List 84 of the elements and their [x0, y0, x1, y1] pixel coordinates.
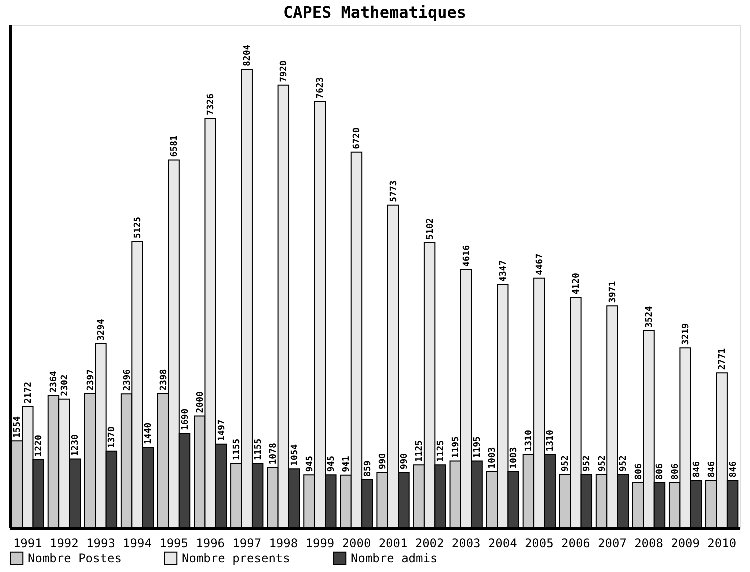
data-label: 2398 — [159, 369, 170, 391]
data-label: 1554 — [13, 416, 24, 438]
data-label: 2302 — [60, 374, 70, 396]
data-label: 7920 — [280, 60, 290, 82]
data-label: 806 — [670, 464, 681, 480]
data-label: 4616 — [462, 245, 472, 268]
data-label: 945 — [326, 456, 337, 472]
data-label: 2396 — [122, 369, 133, 392]
data-label: 7623 — [316, 77, 326, 99]
data-label: 4347 — [498, 260, 509, 282]
data-label: 7326 — [206, 94, 217, 116]
data-label: 1078 — [268, 443, 279, 465]
x-tick-label: 2003 — [452, 536, 481, 550]
x-tick-label: 2000 — [342, 536, 372, 550]
data-label: 1155 — [232, 438, 242, 460]
data-label: 1440 — [144, 422, 154, 445]
x-tick-label: 2009 — [671, 536, 700, 550]
data-label: 2172 — [24, 382, 34, 404]
x-tick-label: 1995 — [160, 536, 188, 550]
data-label: 846 — [728, 461, 739, 478]
data-label: 5102 — [426, 218, 436, 240]
x-tick-label: 1991 — [13, 536, 42, 550]
data-label: 846 — [692, 461, 702, 478]
data-label: 6581 — [170, 136, 180, 158]
data-label: 4467 — [535, 254, 546, 276]
data-label: 1195 — [473, 436, 484, 458]
data-label: 3524 — [645, 306, 656, 328]
data-label: 5773 — [389, 180, 400, 202]
data-label: 1690 — [180, 408, 191, 431]
data-label: 1054 — [290, 444, 300, 466]
data-label: 990 — [378, 453, 389, 470]
data-label: 1125 — [415, 440, 426, 462]
data-label: 2364 — [50, 370, 60, 393]
data-label: 952 — [619, 456, 630, 472]
data-label: 1195 — [452, 436, 462, 458]
data-label: 990 — [400, 453, 410, 470]
data-label: 859 — [363, 460, 374, 477]
x-tick-label: 2002 — [415, 536, 444, 550]
data-label: 806 — [656, 464, 666, 480]
data-label: 5125 — [134, 216, 144, 239]
data-label: 2000 — [196, 392, 206, 414]
data-label: 1155 — [254, 438, 264, 460]
x-tick-label: 2010 — [708, 536, 737, 550]
data-label: 3294 — [96, 318, 107, 341]
data-label: 945 — [305, 456, 316, 472]
x-tick-label: 2006 — [562, 536, 590, 550]
legend-label: Nombre presents — [182, 551, 290, 566]
data-label: 1497 — [217, 420, 228, 442]
data-label: 1230 — [71, 434, 82, 456]
data-label: 1220 — [34, 435, 45, 457]
x-tick-label: 2008 — [634, 536, 664, 550]
data-label: 952 — [582, 456, 593, 472]
x-tick-label: 1998 — [269, 536, 298, 550]
data-label: 4120 — [572, 273, 582, 295]
data-label: 2397 — [86, 369, 96, 392]
legend-label: Nombre Postes — [28, 551, 122, 566]
x-tick-label: 1996 — [196, 536, 226, 550]
x-tick-label: 1992 — [50, 536, 79, 550]
data-label: 2771 — [718, 348, 728, 370]
x-tick-label: 2007 — [598, 536, 627, 550]
data-label: 6720 — [352, 128, 363, 150]
data-label: 952 — [598, 456, 608, 472]
x-tick-label: 2005 — [524, 536, 554, 550]
data-label: 1370 — [108, 426, 118, 448]
data-label: 3219 — [682, 323, 692, 346]
data-label: 806 — [634, 464, 644, 480]
legend-label: Nombre admis — [351, 551, 438, 566]
data-label: 1125 — [436, 440, 447, 462]
data-label: 1003 — [488, 447, 498, 469]
data-label: 1003 — [510, 447, 520, 469]
data-label: 846 — [707, 461, 718, 478]
x-tick-label: 1994 — [123, 536, 152, 550]
data-label: 3971 — [608, 281, 618, 304]
x-tick-label: 2004 — [488, 536, 518, 550]
data-label: 1310 — [524, 430, 535, 452]
data-label: 941 — [342, 456, 352, 472]
chart-title: CAPES Mathematiques — [283, 3, 467, 22]
x-tick-label: 2001 — [378, 536, 408, 550]
data-label: 8204 — [243, 44, 254, 66]
data-label: 952 — [561, 456, 572, 472]
x-tick-label: 1999 — [306, 536, 335, 550]
x-tick-label: 1997 — [232, 536, 262, 550]
x-tick-label: 1993 — [86, 536, 116, 550]
data-label: 1310 — [546, 430, 556, 452]
